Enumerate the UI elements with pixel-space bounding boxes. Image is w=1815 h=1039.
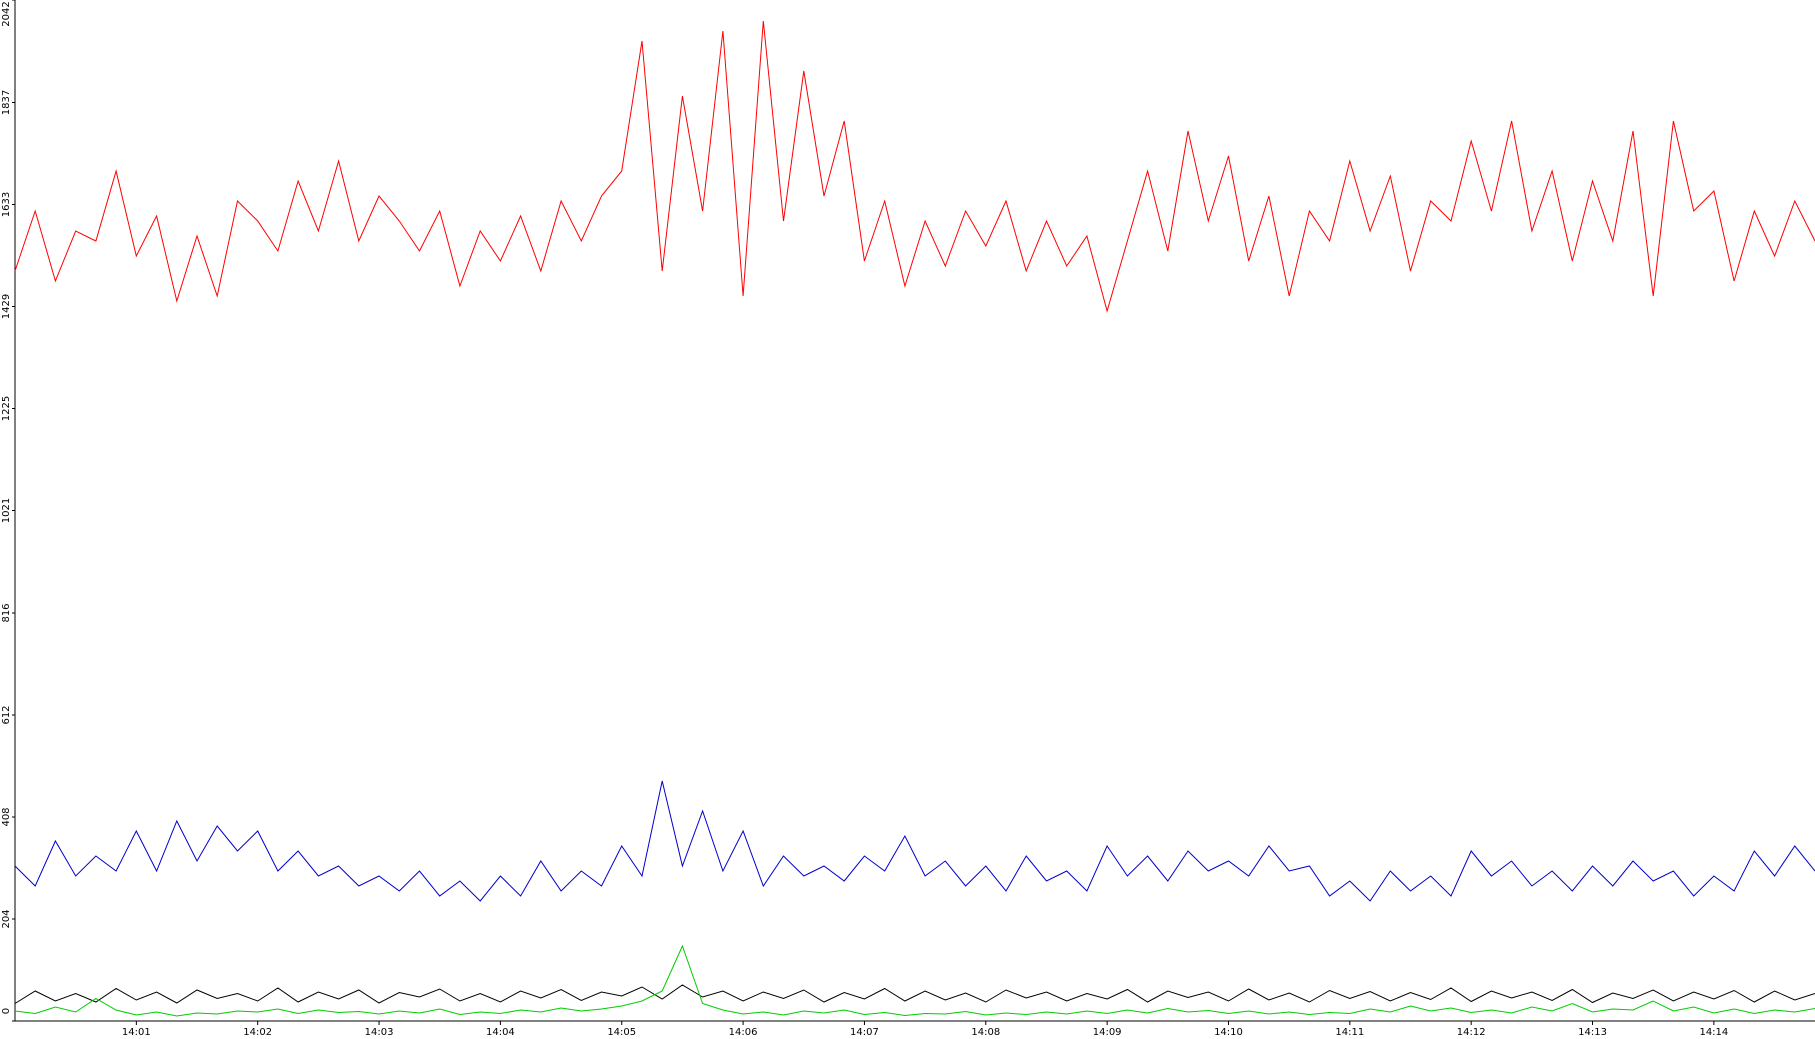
y-tick-label: 0	[1, 1008, 12, 1014]
x-tick-label: 14:11	[1335, 1027, 1364, 1038]
series-line	[14, 984, 1815, 1004]
y-tick-label: 1633	[1, 192, 12, 217]
y-tick-label: 408	[1, 807, 12, 826]
x-tick-label: 14:12	[1457, 1027, 1486, 1038]
x-tick-label: 14:02	[243, 1027, 272, 1038]
y-tick-label: 204	[1, 909, 12, 928]
x-tick-label: 14:09	[1093, 1027, 1122, 1038]
x-tick-label: 14:07	[850, 1027, 879, 1038]
x-tick-label: 14:13	[1578, 1027, 1607, 1038]
x-tick-label: 14:05	[607, 1027, 636, 1038]
x-tick-label: 14:03	[365, 1027, 394, 1038]
y-tick-label: 1021	[1, 498, 12, 523]
x-tick-label: 14:04	[486, 1027, 515, 1038]
series-line	[14, 20, 1815, 313]
y-tick-label: 1225	[1, 396, 12, 421]
y-tick-label: 1837	[1, 90, 12, 115]
y-tick-label: 816	[1, 603, 12, 622]
y-tick-label: 2042	[1, 1, 12, 26]
y-tick-label: 612	[1, 705, 12, 724]
y-tick-label: 1429	[1, 294, 12, 319]
x-tick-label: 14:10	[1214, 1027, 1243, 1038]
x-tick-label: 14:06	[729, 1027, 758, 1038]
x-tick-label: 14:01	[122, 1027, 151, 1038]
x-tick-label: 14:08	[971, 1027, 1000, 1038]
x-tick-label: 14:14	[1699, 1027, 1728, 1038]
series-line	[14, 944, 1815, 1017]
series-line	[14, 780, 1815, 902]
